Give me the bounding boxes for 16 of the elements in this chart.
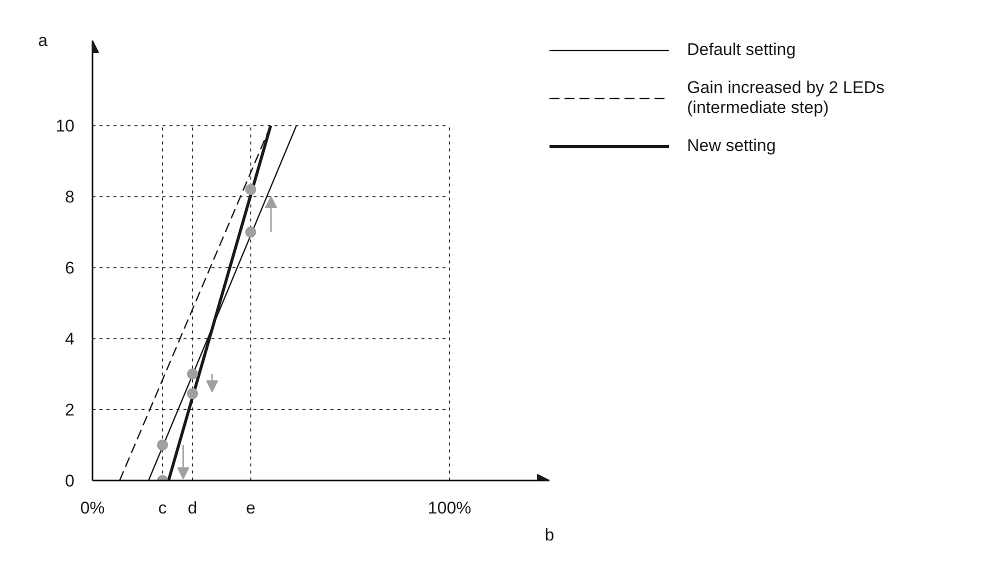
- x-tick-label: e: [246, 498, 256, 518]
- y-tick-label: 6: [65, 258, 75, 278]
- text: Default setting: [687, 40, 796, 60]
- x-tick-label: c: [158, 498, 168, 518]
- y-tick-label: 10: [56, 116, 75, 136]
- text: Gain increased by 2 LEDs (intermediate step): [687, 78, 884, 118]
- y-tick-label: 4: [65, 330, 75, 349]
- y-tick-label: 0: [65, 472, 75, 490]
- y-tick-label: 8: [65, 188, 75, 207]
- text: New setting: [687, 136, 776, 156]
- x-tick-label: d: [188, 498, 198, 518]
- y-axis-title: a: [38, 31, 48, 50]
- x-tick-label: 0%: [80, 498, 105, 518]
- x-tick-label: 100%: [428, 498, 472, 518]
- x-axis-title: b: [544, 526, 554, 544]
- y-tick-label: 2: [65, 400, 75, 420]
